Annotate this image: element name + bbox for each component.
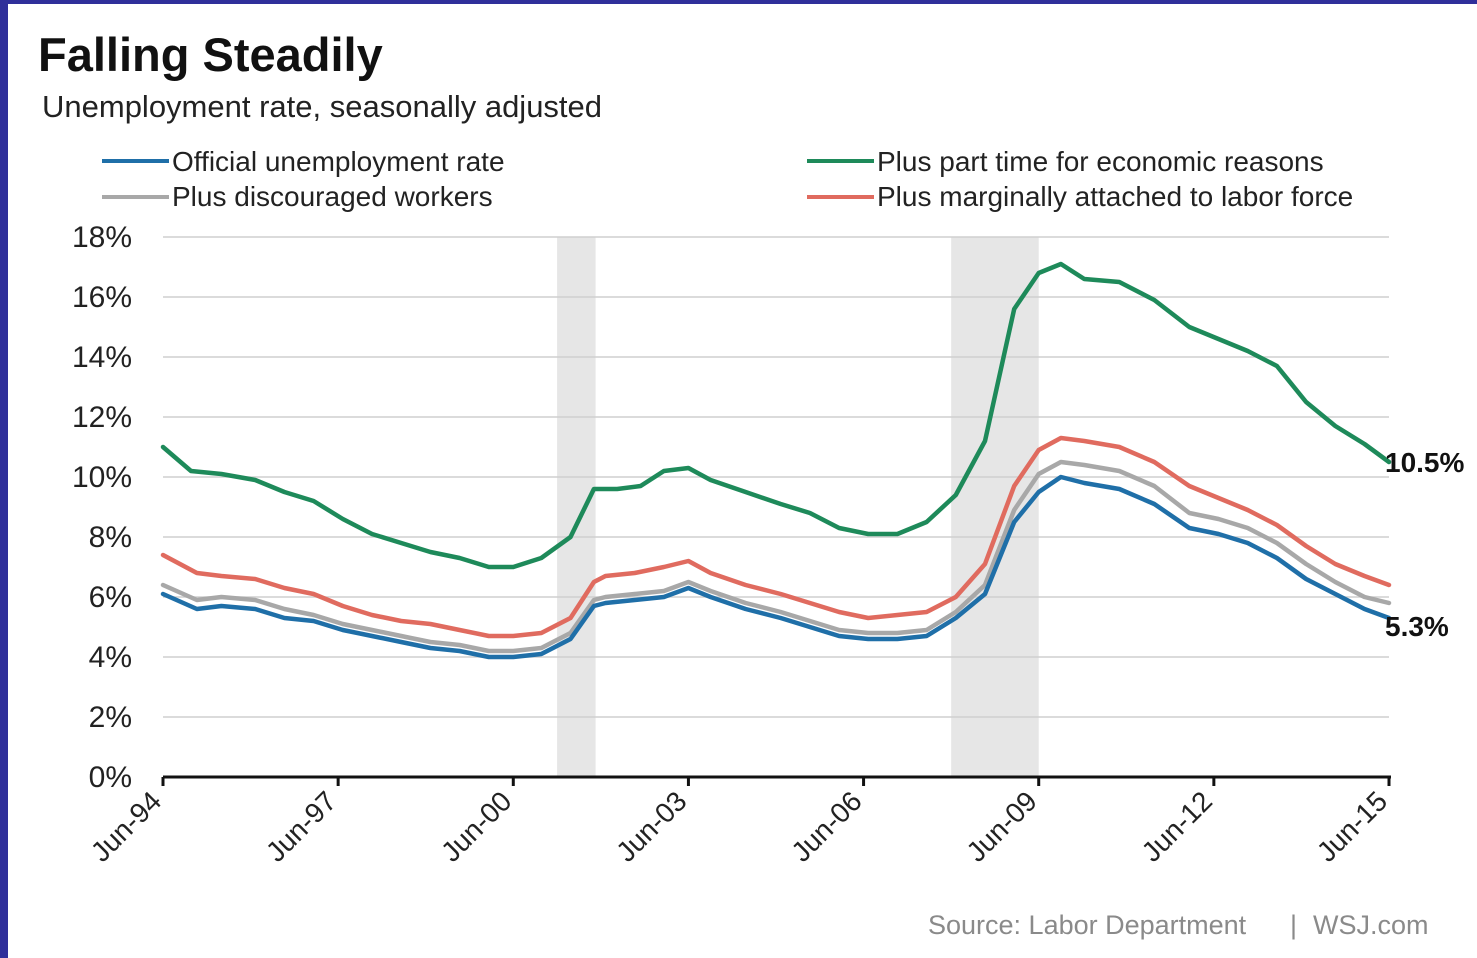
gridlines: [163, 236, 1389, 718]
source-note: Source: Labor Department: [928, 910, 1247, 940]
series-line-1: [160, 459, 1392, 654]
y-tick-label: 10%: [72, 461, 132, 494]
chart-frame: Falling Steadily Unemployment rate, seas…: [8, 4, 1477, 958]
y-tick-label: 12%: [72, 401, 132, 434]
y-tick-label: 6%: [89, 581, 132, 614]
y-tick-label: 2%: [89, 701, 132, 734]
x-tick-label: Jun-06: [785, 785, 867, 867]
chart: Falling Steadily Unemployment rate, seas…: [38, 28, 1464, 940]
y-tick-label: 16%: [72, 281, 132, 314]
end-labels: 10.5% 5.3%: [1385, 447, 1464, 642]
legend: Official unemployment rate Plus discoura…: [102, 146, 1353, 212]
series-line-2: [160, 261, 1392, 570]
legend-label-part-time: Plus part time for economic reasons: [877, 146, 1324, 177]
legend-label-marginally-attached: Plus marginally attached to labor force: [877, 181, 1353, 212]
publisher-label: WSJ.com: [1313, 910, 1429, 940]
series-line-3: [160, 435, 1392, 639]
chart-subtitle: Unemployment rate, seasonally adjusted: [42, 89, 602, 124]
x-tick-label: Jun-12: [1136, 785, 1218, 867]
legend-label-official: Official unemployment rate: [172, 146, 505, 177]
x-tick-label: Jun-94: [85, 785, 167, 867]
chart-title: Falling Steadily: [38, 28, 383, 81]
y-tick-label: 4%: [89, 641, 132, 674]
y-tick-label: 8%: [89, 521, 132, 554]
x-tick-label: Jun-00: [435, 785, 517, 867]
y-tick-label: 18%: [72, 221, 132, 254]
y-tick-label: 0%: [89, 761, 132, 794]
y-tick-label: 14%: [72, 341, 132, 374]
end-label: 10.5%: [1385, 447, 1464, 478]
x-tick-label: Jun-97: [260, 785, 342, 867]
recession-shading: [557, 237, 1039, 777]
legend-label-discouraged: Plus discouraged workers: [172, 181, 493, 212]
end-label: 5.3%: [1385, 611, 1449, 642]
x-tick-label: Jun-15: [1311, 785, 1393, 867]
recession-band-0: [557, 237, 596, 777]
y-axis: 0% 2% 4% 6% 8% 10% 12% 14% 16% 18%: [72, 221, 132, 794]
x-tick-label: Jun-03: [610, 785, 692, 867]
x-axis: Jun-94 Jun-97 Jun-00 Jun-03 Jun-06 Jun-09 Jun-…: [85, 775, 1393, 868]
source-separator: |: [1290, 910, 1297, 940]
series-lines: [160, 261, 1392, 660]
series-line-0: [160, 474, 1392, 660]
x-tick-label: Jun-09: [960, 785, 1042, 867]
